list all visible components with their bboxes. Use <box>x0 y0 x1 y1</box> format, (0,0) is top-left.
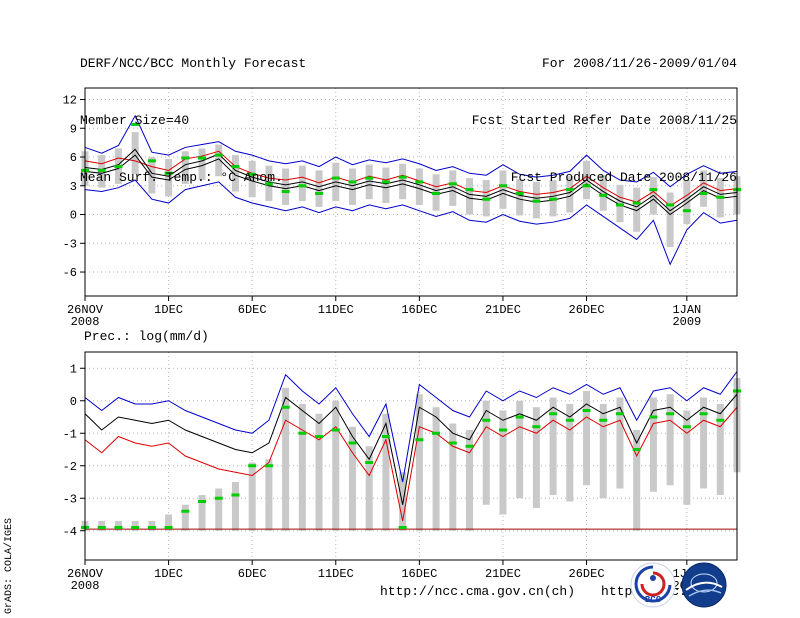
svg-text:26DEC: 26DEC <box>569 567 605 581</box>
header-right: For 2008/11/26-2009/01/04 Fcst Started R… <box>472 16 737 225</box>
svg-text:12: 12 <box>63 94 77 108</box>
svg-text:1JAN: 1JAN <box>672 303 701 317</box>
svg-text:-1: -1 <box>63 427 77 441</box>
temp-panel-title: Mean Surf. Temp.: °C Anom. <box>80 170 283 185</box>
bcc-logo: BCC <box>630 562 676 608</box>
svg-text:26DEC: 26DEC <box>569 303 605 317</box>
grads-credit: GrADS: COLA/IGES <box>4 517 15 614</box>
svg-text:6: 6 <box>70 151 77 165</box>
svg-text:3: 3 <box>70 180 77 194</box>
ncc-url-text: http://ncc.cma.gov.cn(ch) <box>380 584 576 599</box>
svg-text:0: 0 <box>70 395 77 409</box>
svg-text:11DEC: 11DEC <box>318 303 354 317</box>
svg-text:21DEC: 21DEC <box>485 303 521 317</box>
refer-date-label: Fcst Started Refer Date 2008/11/25 <box>471 113 737 128</box>
svg-text:11DEC: 11DEC <box>318 567 354 581</box>
produced-date-label: Fcst Produced Date 2008/11/26 <box>510 170 737 185</box>
svg-text:1DEC: 1DEC <box>154 303 183 317</box>
bcc-logo-text: BCC <box>645 595 662 605</box>
svg-text:16DEC: 16DEC <box>401 567 437 581</box>
svg-text:21DEC: 21DEC <box>485 567 521 581</box>
svg-text:1: 1 <box>70 362 77 376</box>
svg-text:-4: -4 <box>63 525 77 539</box>
forecast-period-label: For 2008/11/26-2009/01/04 <box>541 56 737 71</box>
svg-text:6DEC: 6DEC <box>238 303 267 317</box>
svg-text:6DEC: 6DEC <box>238 567 267 581</box>
svg-text:26NOV: 26NOV <box>67 567 104 581</box>
svg-text:0: 0 <box>70 209 77 223</box>
footer-logos: BCC <box>630 562 727 608</box>
forecast-title: DERF/NCC/BCC Monthly Forecast <box>80 56 307 71</box>
svg-text:9: 9 <box>70 122 77 136</box>
svg-text:16DEC: 16DEC <box>401 303 437 317</box>
precip-panel-title: Prec.: log(mm/d) <box>84 329 209 344</box>
svg-text:-2: -2 <box>63 460 77 474</box>
member-size-label: Member Size=40 <box>80 113 190 128</box>
svg-text:2009: 2009 <box>672 315 701 329</box>
svg-text:-3: -3 <box>63 492 77 506</box>
ncc-logo <box>681 562 727 608</box>
svg-text:1DEC: 1DEC <box>154 567 183 581</box>
svg-text:2008: 2008 <box>71 579 100 593</box>
svg-text:2008: 2008 <box>71 315 100 329</box>
header-left: DERF/NCC/BCC Monthly Forecast Member Siz… <box>80 16 306 225</box>
svg-text:-6: -6 <box>63 266 77 280</box>
svg-text:-3: -3 <box>63 237 77 251</box>
svg-text:26NOV: 26NOV <box>67 303 104 317</box>
